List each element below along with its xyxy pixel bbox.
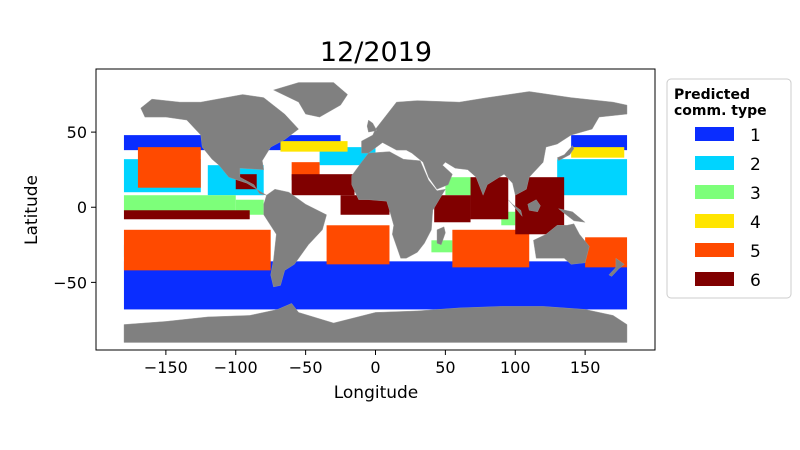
- y-tick-label: 0: [77, 198, 87, 217]
- community-band-type-5: [326, 225, 390, 265]
- community-band-type-2: [557, 159, 628, 196]
- legend-label-4: 4: [750, 213, 761, 233]
- land-greenland: [272, 82, 348, 118]
- x-tick-label: 100: [500, 358, 531, 377]
- legend-label-5: 5: [750, 242, 761, 262]
- x-tick-label: 150: [570, 358, 601, 377]
- land-south-america: [263, 188, 327, 288]
- community-band-type-5: [137, 147, 201, 188]
- ocean-community-points: [123, 135, 628, 310]
- community-band-type-1: [571, 135, 628, 151]
- community-band-type-6: [123, 210, 250, 220]
- legend: Predicted comm. type 1 2 3 4 5 6: [666, 78, 792, 299]
- land-sumatra: [508, 199, 523, 217]
- x-axis-label: Longitude: [334, 383, 419, 403]
- land-new-guinea: [558, 208, 586, 223]
- x-tick-label: 50: [435, 358, 455, 377]
- plot-area: [95, 68, 656, 351]
- land-japan: [556, 145, 575, 161]
- x-tick-label: 0: [370, 358, 380, 377]
- y-axis: −50 0 50: [53, 123, 96, 292]
- legend-label-2: 2: [750, 155, 761, 175]
- community-band-type-4: [280, 141, 348, 152]
- legend-swatch-3: [695, 185, 734, 199]
- community-band-type-3: [123, 195, 236, 212]
- community-band-type-3: [445, 177, 471, 196]
- legend-swatch-2: [695, 156, 734, 170]
- legend-label-3: 3: [750, 184, 761, 204]
- community-band-type-3: [431, 240, 453, 253]
- land-australia: [533, 223, 590, 265]
- y-tick-label: 50: [67, 123, 87, 142]
- legend-swatch-6: [695, 272, 734, 286]
- land-new-zealand: [608, 257, 625, 277]
- legend-label-6: 6: [750, 271, 761, 291]
- x-tick-label: −150: [144, 358, 188, 377]
- legend-swatch-5: [695, 243, 734, 257]
- legend-label-1: 1: [750, 126, 761, 146]
- legend-swatch-1: [695, 127, 734, 141]
- land-madagascar: [436, 226, 446, 246]
- land-north-america: [140, 94, 299, 196]
- land-masses: [123, 82, 628, 343]
- community-band-type-5: [123, 229, 271, 271]
- community-band-type-6: [434, 195, 471, 223]
- community-band-type-6: [291, 174, 355, 196]
- land-indonesia-borneo: [527, 199, 541, 213]
- community-band-type-4: [571, 147, 625, 158]
- land-africa: [351, 151, 446, 259]
- legend-title: Predicted comm. type: [674, 87, 767, 119]
- y-tick-label: −50: [53, 273, 87, 292]
- land-europe-asia: [361, 91, 628, 196]
- x-axis: −150 −100 −50 0 50 100 150: [144, 350, 601, 377]
- legend-swatch-4: [695, 214, 734, 228]
- land-uk: [366, 119, 378, 133]
- community-band-type-5: [452, 229, 530, 268]
- community-band-type-6: [470, 177, 509, 220]
- x-tick-label: −50: [289, 358, 323, 377]
- land-antarctica: [123, 303, 628, 343]
- chart-title: 12/2019: [320, 37, 432, 68]
- x-tick-label: −100: [214, 358, 258, 377]
- y-axis-label: Latitude: [22, 175, 42, 245]
